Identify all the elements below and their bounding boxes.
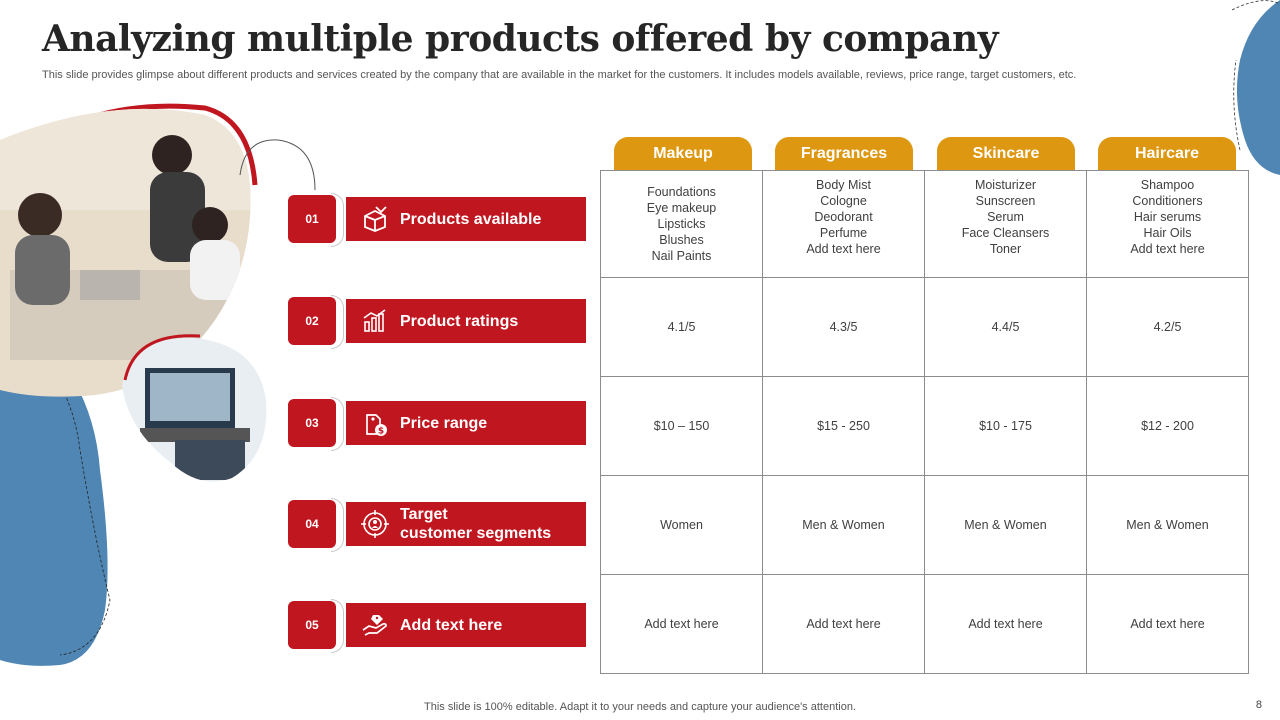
row-label-bar: Target customer segments	[346, 502, 586, 546]
table-cell: Add text here	[1086, 574, 1249, 674]
cell-line: Toner	[989, 242, 1022, 256]
table-cell: 4.3/5	[762, 277, 925, 377]
row-label-text: Price range	[400, 414, 488, 432]
laptop-photo	[122, 337, 267, 482]
table-row-products: Foundations Eye makeup Lipsticks Blushes…	[600, 170, 1249, 278]
page-number: 8	[1255, 699, 1262, 711]
table-cell: 4.1/5	[600, 277, 763, 377]
cell-line: Add text here	[806, 242, 881, 256]
table-cell: Women	[600, 475, 763, 575]
table-row-segments: Women Men & Women Men & Women Men & Wome…	[600, 475, 1249, 575]
cell-line: Sunscreen	[975, 194, 1036, 208]
cell-line: Perfume	[819, 226, 868, 240]
page-subtitle: This slide provides glimpse about differ…	[42, 69, 1077, 81]
page-title: Analyzing multiple products offered by c…	[42, 18, 999, 60]
products-box-icon	[356, 197, 394, 241]
row-label-text: Product ratings	[400, 312, 519, 330]
dashed-outline-left	[9, 329, 111, 656]
row-label-line-1: Target	[400, 506, 448, 523]
ratings-chart-icon	[356, 299, 394, 343]
row-label-product-ratings: 02 Product ratings	[288, 295, 588, 349]
row-label-price-range: 03 $ Price range	[288, 397, 588, 451]
row-label-products-available: 01 Products available	[288, 193, 588, 247]
table-cell: $12 - 200	[1086, 376, 1249, 476]
price-tag-icon: $	[356, 401, 394, 445]
table-cell: Men & Women	[762, 475, 925, 575]
svg-text:$: $	[378, 427, 384, 437]
cell-line: Body Mist	[816, 178, 871, 192]
table-cell: Moisturizer Sunscreen Serum Face Cleanse…	[924, 170, 1087, 278]
products-comparison-table: Foundations Eye makeup Lipsticks Blushes…	[600, 170, 1249, 674]
cell-line: Nail Paints	[651, 249, 712, 263]
row-label-bar: Add text here	[346, 603, 586, 647]
footer-note: This slide is 100% editable. Adapt it to…	[424, 701, 856, 713]
table-cell: $10 – 150	[600, 376, 763, 476]
cell-line: Cologne	[820, 194, 867, 208]
table-cell: Add text here	[924, 574, 1087, 674]
row-label-line-2: customer segments	[400, 525, 552, 542]
row-label-add-text: 05 Add text here	[288, 599, 588, 653]
table-row-ratings: 4.1/5 4.3/5 4.4/5 4.2/5	[600, 277, 1249, 377]
row-label-bar: $ Price range	[346, 401, 586, 445]
tab-haircare: Haircare	[1098, 137, 1236, 171]
connector-arc	[239, 139, 316, 191]
cell-line: Conditioners	[1132, 194, 1203, 208]
tab-fragrances: Fragrances	[775, 137, 913, 171]
cell-line: Shampoo	[1140, 178, 1195, 192]
row-number: 01	[288, 193, 344, 247]
red-accent-outline	[38, 103, 258, 186]
team-photo	[0, 108, 251, 397]
hand-offer-icon	[356, 603, 394, 647]
row-label-target-customers: 04 Target customer segments	[288, 498, 588, 552]
table-cell: 4.4/5	[924, 277, 1087, 377]
table-cell: Add text here	[600, 574, 763, 674]
row-number: 03	[288, 397, 344, 451]
table-cell: Add text here	[762, 574, 925, 674]
cell-line: Lipsticks	[657, 217, 706, 231]
cell-line: Hair serums	[1133, 210, 1202, 224]
table-cell: $10 - 175	[924, 376, 1087, 476]
row-label-bar: Products available	[346, 197, 586, 241]
row-label-text: Add text here	[400, 616, 503, 634]
tab-skincare: Skincare	[937, 137, 1075, 171]
table-cell: Men & Women	[1086, 475, 1249, 575]
row-label-text: Products available	[400, 210, 542, 228]
dashed-outline-top-right	[1231, 0, 1280, 151]
table-cell: Shampoo Conditioners Hair serums Hair Oi…	[1086, 170, 1249, 278]
cell-line: Serum	[987, 210, 1024, 224]
blue-blob-top-right	[1236, 0, 1280, 175]
cell-line: Face Cleansers	[961, 226, 1050, 240]
table-cell: 4.2/5	[1086, 277, 1249, 377]
table-cell: Body Mist Cologne Deodorant Perfume Add …	[762, 170, 925, 278]
row-number: 05	[288, 599, 344, 653]
row-label-bar: Product ratings	[346, 299, 586, 343]
cell-line: Add text here	[1130, 242, 1205, 256]
cell-line: Hair Oils	[1143, 226, 1192, 240]
table-cell: Men & Women	[924, 475, 1087, 575]
cell-line: Eye makeup	[646, 201, 717, 215]
cell-line: Deodorant	[814, 210, 873, 224]
cell-line: Blushes	[659, 233, 704, 247]
row-number: 02	[288, 295, 344, 349]
blue-blob-left	[0, 330, 108, 666]
table-cell: $15 - 250	[762, 376, 925, 476]
cell-line: Moisturizer	[974, 178, 1037, 192]
tab-makeup: Makeup	[614, 137, 752, 171]
row-label-text: Target customer segments	[400, 505, 551, 543]
target-customers-icon	[356, 502, 394, 546]
cell-line: Foundations	[647, 185, 716, 199]
table-row-prices: $10 – 150 $15 - 250 $10 - 175 $12 - 200	[600, 376, 1249, 476]
table-cell: Foundations Eye makeup Lipsticks Blushes…	[600, 170, 763, 278]
table-row-extra: Add text here Add text here Add text her…	[600, 574, 1249, 674]
row-number: 04	[288, 498, 344, 552]
